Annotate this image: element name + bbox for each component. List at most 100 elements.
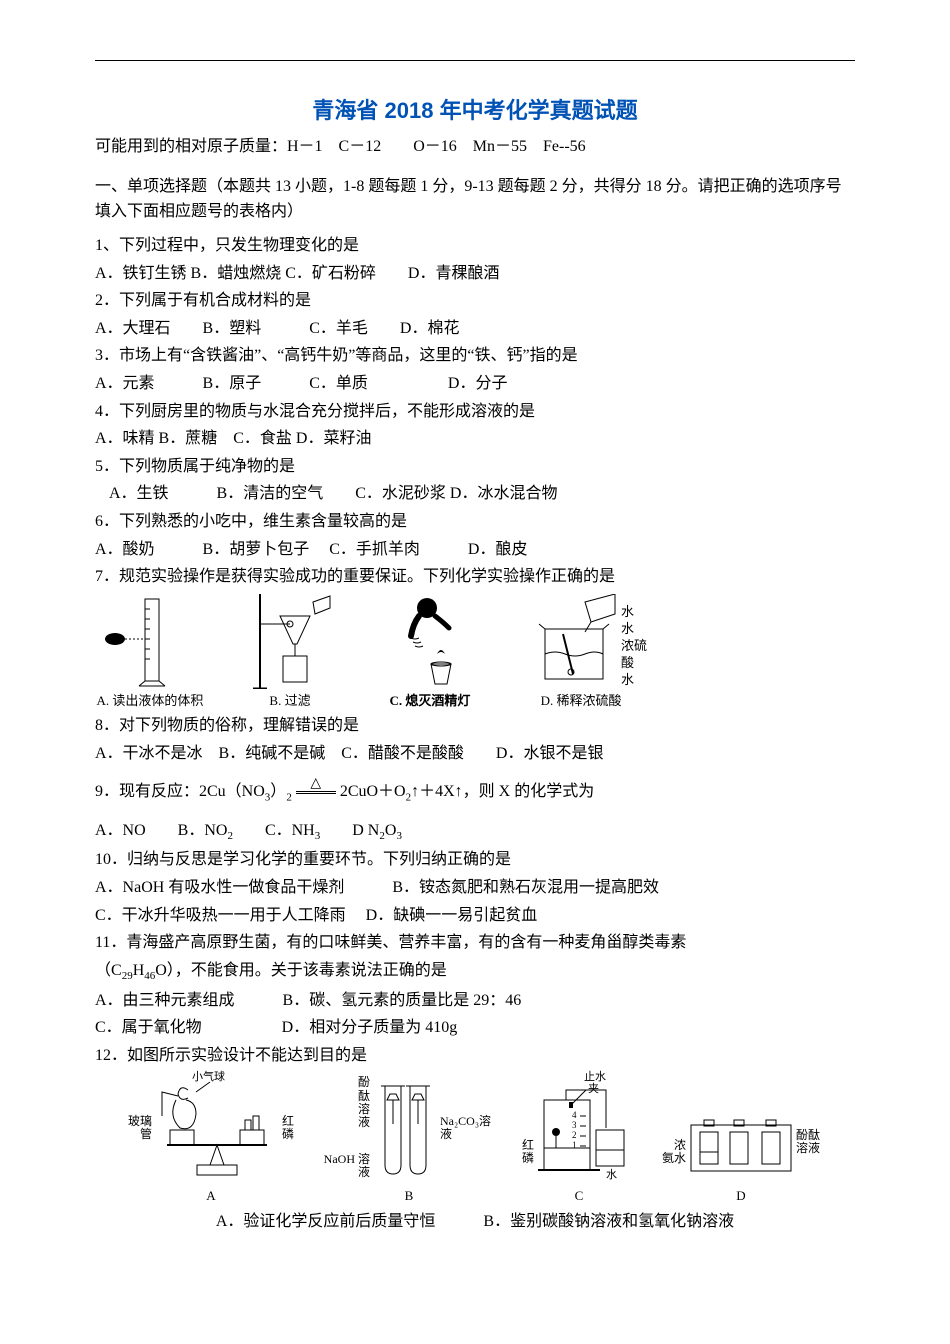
q7D-side-labels: 水 水 浓硫 酸 水 <box>621 604 647 688</box>
q7-fig-B: B. 过滤 <box>235 594 345 712</box>
q11-stem2c: O），不能食用。关于该毒素说法正确的是 <box>155 962 447 979</box>
q11-line2: C．属于氧化物 D．相对分子质量为 410g <box>95 1015 855 1041</box>
q9-optA: A．NO B．NO <box>95 822 227 839</box>
q12B-letter: B <box>318 1186 500 1207</box>
label-concsulf1: 浓硫 <box>621 638 647 653</box>
label-redP2: 红 磷 <box>522 1139 536 1165</box>
svg-text:水: 水 <box>606 1168 617 1181</box>
q12-fig-B: 酚酞溶 液 NaOH 溶 液 Na₂ <box>318 1070 500 1207</box>
exam-page: 青海省 2018 年中考化学真题试题 可能用到的相对原子质量：H－1 C－12 … <box>0 0 950 1344</box>
glasstube-text: 玻璃 管 <box>128 1114 152 1141</box>
blowout-lamp-icon <box>375 594 485 689</box>
label-na2co3: Na₂CO₃溶液 <box>440 1115 500 1141</box>
q10-line2: C．干冰升华吸热一一用于人工降雨 D．缺碘一一易引起贫血 <box>95 903 855 929</box>
q4-options: A．味精 B．蔗糖 C．食盐 D．菜籽油 <box>95 426 855 452</box>
q9-mid1: 2CuO＋O <box>340 783 406 800</box>
q9-optC: C．NH <box>233 822 315 839</box>
q11-line1: A．由三种元素组成 B．碳、氢元素的质量比是 29：46 <box>95 988 855 1014</box>
q9-stem: 9．现有反应：2Cu（NO3）2 △ 2CuO＋O2↑＋4X↑，则 X 的化学式… <box>95 777 855 808</box>
q6-options: A．酸奶 B．胡萝卜包子 C．手抓羊肉 D．酿皮 <box>95 537 855 563</box>
q12-stem: 12．如图所示实验设计不能达到目的是 <box>95 1043 855 1069</box>
q12-fig-A: 玻璃 管 小气球 <box>126 1070 296 1207</box>
exam-title: 青海省 2018 年中考化学真题试题 <box>95 93 855 128</box>
dilute-acid-icon <box>515 594 625 689</box>
q12A-letter: A <box>126 1186 296 1207</box>
arrow-top: △ <box>296 777 336 792</box>
q7C-caption: C. 熄灭酒精灯 <box>390 691 471 712</box>
q9-options: A．NO B．NO2 C．NH3 D N2O3 <box>95 818 855 846</box>
cylinder-icon <box>95 594 205 689</box>
q11-stem1: 11．青海盛产高原野生菌，有的口味鲜美、营养丰富，有的含有一种麦角甾醇类毒素 <box>95 930 855 956</box>
svg-text:止水: 止水 <box>584 1070 606 1083</box>
label-water2: 水 <box>621 621 647 638</box>
label-phenolp2: 酚酞 溶液 <box>796 1129 824 1155</box>
redP2-text: 红 磷 <box>522 1138 534 1165</box>
svg-text:2: 2 <box>572 1130 577 1140</box>
label-water3: 水 <box>621 672 647 689</box>
q7D-caption: D. 稀释浓硫酸 <box>541 691 622 712</box>
q11-sub1: 29 <box>122 970 133 982</box>
balance-icon: 小气球 <box>152 1070 282 1185</box>
svg-text:夹: 夹 <box>588 1082 599 1095</box>
q9-optDsub2: 3 <box>396 830 402 842</box>
q8-options: A．干冰不是冰 B．纯碱不是碱 C．醋酸不是酸酸 D．水银不是银 <box>95 741 855 767</box>
atomic-masses-line: 可能用到的相对原子质量：H－1 C－12 O－16 Mn－55 Fe--56 <box>95 134 855 160</box>
q9-post1: ） <box>270 783 286 800</box>
q6-stem: 6．下列熟悉的小吃中，维生素含量较高的是 <box>95 509 855 535</box>
q7-fig-D: 水 水 浓硫 酸 水 D. 稀释浓硫酸 <box>515 594 647 712</box>
q7A-caption: A. 读出液体的体积 <box>97 691 204 712</box>
diffusion-icon <box>686 1070 796 1185</box>
q10-stem: 10．归纳与反思是学习化学的重要环节。下列归纳正确的是 <box>95 847 855 873</box>
q7B-caption: B. 过滤 <box>269 691 310 712</box>
q5-stem: 5．下列物质属于纯净物的是 <box>95 454 855 480</box>
testtubes-icon <box>370 1070 440 1185</box>
q1-stem: 1、下列过程中，只发生物理变化的是 <box>95 233 855 259</box>
q9-pre: 9．现有反应：2Cu（NO <box>95 783 265 800</box>
q4-stem: 4．下列厨房里的物质与水混合充分搅拌后，不能形成溶液的是 <box>95 399 855 425</box>
label-glasstube: 玻璃 管 <box>126 1115 152 1141</box>
q1-options: A．铁钉生锈 B．蜡烛燃烧 C．矿石粉碎 D．青稞酿酒 <box>95 261 855 287</box>
label-concNH3: 浓 氨水 <box>658 1139 686 1165</box>
q12D-letter: D <box>658 1186 824 1207</box>
q3-stem: 3．市场上有“含铁酱油”、“高钙牛奶”等商品，这里的“铁、钙”指的是 <box>95 343 855 369</box>
phenolp2-text: 酚酞 溶液 <box>796 1128 820 1155</box>
q11-stem2: （C29H46O），不能食用。关于该毒素说法正确的是 <box>95 958 855 986</box>
q7-stem: 7．规范实验操作是获得实验成功的重要保证。下列化学实验操作正确的是 <box>95 564 855 590</box>
q2-options: A．大理石 B．塑料 C．羊毛 D．棉花 <box>95 316 855 342</box>
q9-optDmid: O <box>385 822 397 839</box>
reaction-arrow-icon: △ <box>296 777 336 808</box>
label-water1: 水 <box>621 604 647 621</box>
q12-fig-D: 浓 氨水 酚酞 溶液 <box>658 1070 824 1207</box>
q5-options: A．生铁 B．清洁的空气 C．水泥砂浆 D．冰水混合物 <box>95 481 855 507</box>
label-concsulf2: 酸 <box>621 655 634 670</box>
redP-text: 红 磷 <box>282 1114 294 1141</box>
belljar-icon: 止水 夹 4 3 2 1 <box>536 1070 636 1185</box>
concNH3-text: 浓 氨水 <box>662 1138 686 1165</box>
q7-figure-row: A. 读出液体的体积 B. 过滤 <box>95 594 855 712</box>
svg-text:3: 3 <box>572 1120 577 1130</box>
q12C-letter: C <box>522 1186 636 1207</box>
q12-ans1: A．验证化学反应前后质量守恒 B．鉴别碳酸钠溶液和氢氧化钠溶液 <box>95 1209 855 1235</box>
phenolp-text: 酚酞溶 液 <box>356 1076 370 1129</box>
q11-stem2a: （C <box>95 962 122 979</box>
q9-sub2: 2 <box>286 791 292 803</box>
q11-sub2: 46 <box>144 970 155 982</box>
q9-optD: D N <box>320 822 379 839</box>
q11-stem2b: H <box>133 962 145 979</box>
naoh-text: NaOH 溶 液 <box>318 1153 370 1179</box>
filter-icon <box>235 594 345 689</box>
label-balloon-svg: 小气球 <box>192 1070 225 1083</box>
q2-stem: 2．下列属于有机合成材料的是 <box>95 288 855 314</box>
q10-line1: A．NaOH 有吸水性一做食品干燥剂 B．铵态氮肥和熟石灰混用一提高肥效 <box>95 875 855 901</box>
na2co3-text: Na₂CO₃溶液 <box>440 1114 491 1141</box>
q8-stem: 8．对下列物质的俗称，理解错误的是 <box>95 713 855 739</box>
q3-options: A．元素 B．原子 C．单质 D．分子 <box>95 371 855 397</box>
svg-text:4: 4 <box>572 1110 577 1120</box>
q7-fig-A: A. 读出液体的体积 <box>95 594 205 712</box>
q12-fig-C: 红 磷 止水 夹 4 3 2 <box>522 1070 636 1207</box>
svg-text:1: 1 <box>572 1140 577 1150</box>
q9-mid2: ↑＋4X↑，则 X 的化学式为 <box>411 783 594 800</box>
q7-fig-C: C. 熄灭酒精灯 <box>375 594 485 712</box>
label-naoh: 酚酞溶 液 NaOH 溶 液 <box>318 1076 370 1179</box>
q12-figure-row: 玻璃 管 小气球 <box>95 1070 855 1207</box>
